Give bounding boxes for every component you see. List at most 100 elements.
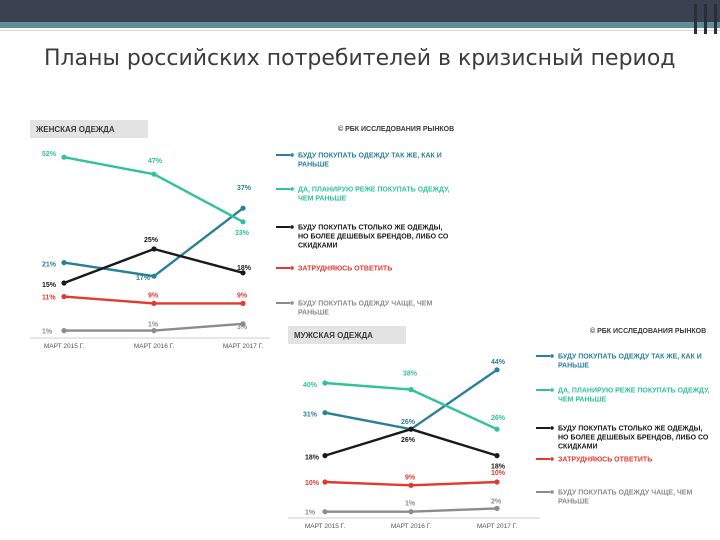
data-label: 9% — [405, 474, 416, 481]
data-label: 33% — [235, 230, 250, 237]
data-point — [494, 453, 500, 459]
legend-item: ЗАТРУДНЯЮСЬ ОТВЕТИТЬ — [536, 457, 652, 464]
panel-title-box — [30, 120, 148, 138]
chart-panel-1: ЖЕНСКАЯ ОДЕЖДА © РБК ИССЛЕДОВАНИЯ РЫНКОВ М… — [30, 120, 454, 350]
legend-marker — [290, 225, 294, 229]
legend-label-line: РАНЬШЕ — [298, 162, 329, 169]
legend-label-line: ДА, ПЛАНИРУЮ РЕЖЕ ПОКУПАТЬ ОДЕЖДУ, — [298, 187, 450, 194]
legend-label: БУДУ ПОКУПАТЬ СТОЛЬКО ЖЕ ОДЕЖДЫ, НО БОЛЕЕ… — [558, 426, 709, 451]
data-point — [494, 505, 500, 511]
data-label: 31% — [303, 412, 318, 419]
legend-label-line: РАНЬШЕ — [558, 363, 589, 370]
data-label: 10% — [491, 470, 506, 477]
legend-label-line: БУДУ ПОКУПАТЬ СТОЛЬКО ЖЕ ОДЕЖДЫ, — [558, 426, 702, 433]
slide-divider — [0, 30, 720, 31]
panel-title: МУЖСКАЯ ОДЕЖДА — [294, 331, 373, 340]
data-point — [151, 246, 157, 252]
slide-top-bar — [0, 0, 720, 22]
data-point — [240, 300, 246, 306]
data-label: 40% — [303, 382, 318, 389]
panel-title: ЖЕНСКАЯ ОДЕЖДА — [35, 125, 115, 134]
legend-label: БУДУ ПОКУПАТЬ СТОЛЬКО ЖЕ ОДЕЖДЫ, НО БОЛЕЕ… — [298, 225, 449, 250]
data-label: 38% — [403, 371, 418, 378]
chart-source: © РБК ИССЛЕДОВАНИЯ РЫНКОВ — [590, 327, 706, 335]
legend-label: ЗАТРУДНЯЮСЬ ОТВЕТИТЬ — [298, 266, 392, 273]
legend-label-line: БУДУ ПОКУПАТЬ СТОЛЬКО ЖЕ ОДЕЖДЫ, — [298, 225, 442, 232]
slide-accent-stripe — [0, 22, 720, 28]
data-point — [151, 171, 157, 177]
legend-item: БУДУ ПОКУПАТЬ ОДЕЖДУ ЧАЩЕ, ЧЕМ РАНЬШЕ — [536, 490, 692, 506]
legend-marker — [290, 266, 294, 270]
data-point — [240, 205, 246, 211]
x-tick-label: МАРТ 2017 Г. — [477, 523, 518, 530]
legend-label-line: ЧЕМ РАНЬШЕ — [298, 196, 347, 203]
legend-marker — [550, 457, 554, 461]
data-label: 1% — [148, 322, 159, 329]
legend-marker — [290, 153, 294, 157]
data-label: 52% — [42, 151, 57, 158]
legend-marker — [550, 354, 554, 358]
x-tick-label: МАРТ 2015 Г. — [305, 523, 346, 530]
data-label: 15% — [42, 282, 57, 289]
legend-label-line: СКИДКАМИ — [298, 243, 338, 250]
legend-marker — [290, 301, 294, 305]
x-tick-label: МАРТ 2015 Г. — [44, 343, 85, 350]
legend-label-line: РАНЬШЕ — [558, 499, 589, 506]
chart-source: © РБК ИССЛЕДОВАНИЯ РЫНКОВ — [338, 125, 454, 133]
legend-item: БУДУ ПОКУПАТЬ ОДЕЖДУ ТАК ЖЕ, КАК И РАНЬШЕ — [276, 153, 442, 169]
legend-label-line: БУДУ ПОКУПАТЬ ОДЕЖДУ ЧАЩЕ, ЧЕМ — [298, 301, 432, 308]
data-point — [408, 509, 414, 515]
legend-item: БУДУ ПОКУПАТЬ ОДЕЖДУ ТАК ЖЕ, КАК И РАНЬШЕ — [536, 354, 702, 370]
legend-label: ДА, ПЛАНИРУЮ РЕЖЕ ПОКУПАТЬ ОДЕЖДУ, ЧЕМ РА… — [558, 388, 710, 404]
legend-marker — [290, 187, 294, 191]
data-point — [494, 426, 500, 432]
data-point — [61, 260, 67, 266]
data-point — [61, 294, 67, 300]
data-point — [240, 270, 246, 276]
x-tick-label: МАРТ 2017 Г. — [223, 343, 264, 350]
legend-item: ДА, ПЛАНИРУЮ РЕЖЕ ПОКУПАТЬ ОДЕЖДУ, ЧЕМ РА… — [536, 388, 710, 404]
data-label: 18% — [491, 464, 506, 471]
data-label: 11% — [42, 295, 56, 302]
data-point — [240, 219, 246, 225]
data-label: 37% — [237, 185, 252, 192]
data-point — [322, 509, 328, 515]
data-point — [61, 328, 67, 334]
legend-label-line: НО БОЛЕЕ ДЕШЕВЫХ БРЕНДОВ, ЛИБО СО — [558, 435, 709, 442]
legend-item: ЗАТРУДНЯЮСЬ ОТВЕТИТЬ — [276, 266, 392, 273]
data-label: 47% — [148, 158, 163, 165]
data-point — [322, 453, 328, 459]
data-point — [151, 273, 157, 279]
legend-marker — [550, 388, 554, 392]
slide-title: Планы российских потребителей в кризисны… — [44, 46, 676, 71]
data-point — [240, 321, 246, 327]
data-label: 18% — [237, 265, 252, 272]
legend-label-line: РАНЬШЕ — [298, 310, 329, 317]
data-label: 26% — [401, 419, 416, 426]
data-label: 25% — [144, 237, 159, 244]
data-point — [61, 280, 67, 286]
data-label: 9% — [148, 292, 159, 299]
legend-label: БУДУ ПОКУПАТЬ ОДЕЖДУ ТАК ЖЕ, КАК И РАНЬШЕ — [558, 354, 702, 370]
data-label: 26% — [401, 437, 416, 444]
data-point — [322, 380, 328, 386]
data-point — [322, 479, 328, 485]
data-label: 26% — [491, 415, 506, 422]
x-tick-label: МАРТ 2016 Г. — [391, 523, 432, 530]
data-point — [61, 154, 67, 160]
data-label: 2% — [491, 498, 502, 505]
legend-item: ДА, ПЛАНИРУЮ РЕЖЕ ПОКУПАТЬ ОДЕЖДУ, ЧЕМ РА… — [276, 187, 450, 203]
legend-item: БУДУ ПОКУПАТЬ СТОЛЬКО ЖЕ ОДЕЖДЫ, НО БОЛЕЕ… — [536, 426, 709, 451]
series-line-2 — [63, 156, 244, 223]
legend-label-line: НО БОЛЕЕ ДЕШЕВЫХ БРЕНДОВ, ЛИБО СО — [298, 234, 449, 241]
data-point — [494, 367, 500, 373]
legend-label-line: БУДУ ПОКУПАТЬ ОДЕЖДУ ТАК ЖЕ, КАК И — [558, 354, 702, 361]
chart-panel-2: МУЖСКАЯ ОДЕЖДА © РБК ИССЛЕДОВАНИЯ РЫНКОВ М… — [288, 326, 710, 530]
data-label: 3% — [237, 324, 248, 331]
data-label: 1% — [405, 501, 416, 508]
data-point — [151, 328, 157, 334]
data-label: 44% — [491, 359, 506, 366]
data-label: 21% — [42, 262, 57, 269]
legend-label-line: СКИДКАМИ — [558, 444, 598, 451]
